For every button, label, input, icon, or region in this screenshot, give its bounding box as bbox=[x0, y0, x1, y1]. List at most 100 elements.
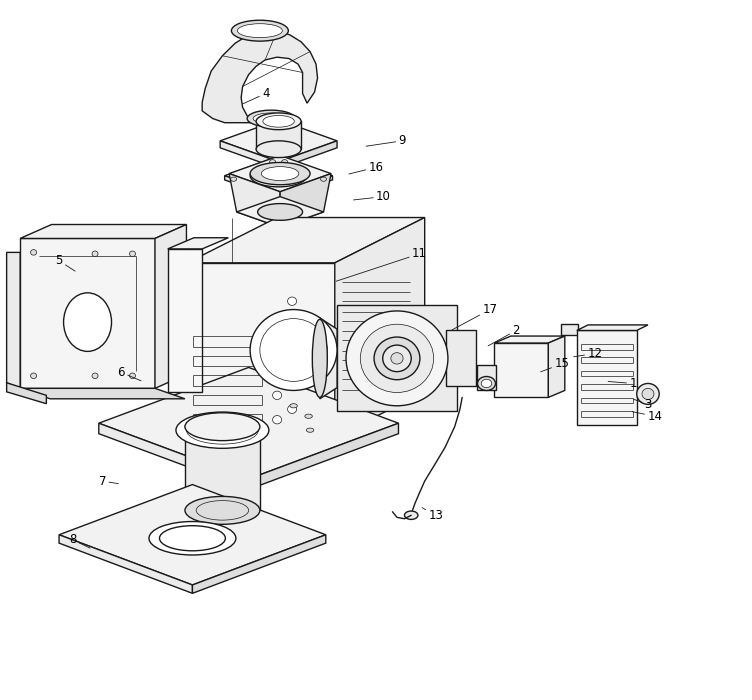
Text: 1: 1 bbox=[608, 377, 637, 390]
Polygon shape bbox=[59, 484, 326, 585]
Ellipse shape bbox=[149, 522, 236, 555]
Text: 5: 5 bbox=[56, 254, 75, 271]
Ellipse shape bbox=[186, 416, 259, 444]
Polygon shape bbox=[20, 389, 185, 399]
Text: 8: 8 bbox=[69, 533, 90, 548]
Ellipse shape bbox=[290, 404, 297, 408]
Polygon shape bbox=[278, 176, 332, 199]
Ellipse shape bbox=[637, 384, 660, 405]
Text: 15: 15 bbox=[541, 358, 569, 372]
Bar bbox=[561, 323, 578, 335]
Polygon shape bbox=[185, 427, 260, 510]
Polygon shape bbox=[256, 121, 301, 149]
Polygon shape bbox=[187, 218, 425, 262]
Ellipse shape bbox=[270, 160, 275, 164]
Ellipse shape bbox=[281, 160, 287, 164]
Polygon shape bbox=[577, 325, 648, 330]
Ellipse shape bbox=[256, 113, 301, 130]
Ellipse shape bbox=[360, 324, 434, 393]
Ellipse shape bbox=[247, 110, 295, 127]
Ellipse shape bbox=[259, 168, 298, 183]
Ellipse shape bbox=[250, 164, 307, 187]
Polygon shape bbox=[478, 365, 496, 391]
Ellipse shape bbox=[260, 318, 327, 382]
Polygon shape bbox=[20, 239, 155, 388]
Polygon shape bbox=[280, 174, 331, 228]
Ellipse shape bbox=[258, 204, 302, 220]
Ellipse shape bbox=[232, 20, 288, 41]
Polygon shape bbox=[447, 330, 477, 386]
Ellipse shape bbox=[273, 391, 281, 400]
Text: 3: 3 bbox=[633, 398, 651, 411]
Ellipse shape bbox=[273, 416, 281, 424]
Ellipse shape bbox=[253, 113, 289, 124]
Text: 9: 9 bbox=[366, 134, 406, 147]
Polygon shape bbox=[278, 141, 337, 169]
Ellipse shape bbox=[287, 405, 296, 414]
Ellipse shape bbox=[305, 414, 312, 419]
Ellipse shape bbox=[129, 251, 135, 257]
Ellipse shape bbox=[642, 389, 654, 400]
Polygon shape bbox=[7, 383, 47, 404]
Ellipse shape bbox=[129, 373, 135, 379]
Polygon shape bbox=[494, 336, 565, 343]
Ellipse shape bbox=[383, 345, 411, 372]
Ellipse shape bbox=[256, 141, 301, 158]
Ellipse shape bbox=[478, 377, 496, 391]
Polygon shape bbox=[7, 253, 20, 388]
Ellipse shape bbox=[320, 177, 326, 181]
Polygon shape bbox=[225, 176, 278, 199]
Ellipse shape bbox=[287, 297, 296, 305]
Polygon shape bbox=[548, 336, 565, 398]
Ellipse shape bbox=[287, 311, 296, 319]
Polygon shape bbox=[237, 197, 323, 228]
Ellipse shape bbox=[405, 511, 418, 519]
Polygon shape bbox=[168, 249, 202, 392]
Ellipse shape bbox=[176, 412, 269, 448]
Text: 16: 16 bbox=[349, 161, 384, 174]
Text: 11: 11 bbox=[336, 247, 427, 281]
Polygon shape bbox=[202, 31, 317, 122]
Ellipse shape bbox=[306, 428, 314, 433]
Polygon shape bbox=[220, 141, 278, 169]
Polygon shape bbox=[20, 225, 186, 239]
Polygon shape bbox=[494, 343, 548, 398]
Polygon shape bbox=[249, 424, 399, 489]
Text: 4: 4 bbox=[242, 87, 270, 104]
Text: 6: 6 bbox=[117, 366, 141, 381]
Polygon shape bbox=[220, 120, 337, 162]
Polygon shape bbox=[229, 155, 331, 192]
Ellipse shape bbox=[391, 353, 403, 364]
Ellipse shape bbox=[92, 251, 98, 257]
Ellipse shape bbox=[312, 319, 327, 398]
Polygon shape bbox=[225, 156, 332, 195]
Ellipse shape bbox=[196, 500, 249, 520]
Ellipse shape bbox=[159, 526, 226, 551]
Ellipse shape bbox=[185, 413, 260, 440]
Ellipse shape bbox=[481, 379, 492, 388]
Ellipse shape bbox=[374, 337, 420, 379]
Ellipse shape bbox=[185, 496, 260, 524]
Polygon shape bbox=[229, 174, 280, 228]
Polygon shape bbox=[335, 218, 425, 438]
Polygon shape bbox=[337, 305, 457, 412]
Ellipse shape bbox=[250, 162, 310, 185]
Text: 7: 7 bbox=[99, 475, 118, 488]
Ellipse shape bbox=[238, 24, 282, 38]
Polygon shape bbox=[99, 368, 399, 479]
Text: 13: 13 bbox=[422, 508, 444, 522]
Text: 17: 17 bbox=[452, 303, 497, 330]
Polygon shape bbox=[193, 535, 326, 594]
Ellipse shape bbox=[31, 373, 37, 379]
Ellipse shape bbox=[263, 116, 294, 127]
Ellipse shape bbox=[64, 293, 111, 351]
Text: 12: 12 bbox=[574, 347, 602, 360]
Ellipse shape bbox=[31, 250, 37, 255]
Polygon shape bbox=[59, 535, 193, 594]
Text: 10: 10 bbox=[353, 190, 391, 203]
Text: 14: 14 bbox=[632, 410, 663, 423]
Polygon shape bbox=[577, 330, 637, 426]
Ellipse shape bbox=[346, 311, 448, 406]
Polygon shape bbox=[320, 318, 337, 399]
Ellipse shape bbox=[92, 373, 98, 379]
